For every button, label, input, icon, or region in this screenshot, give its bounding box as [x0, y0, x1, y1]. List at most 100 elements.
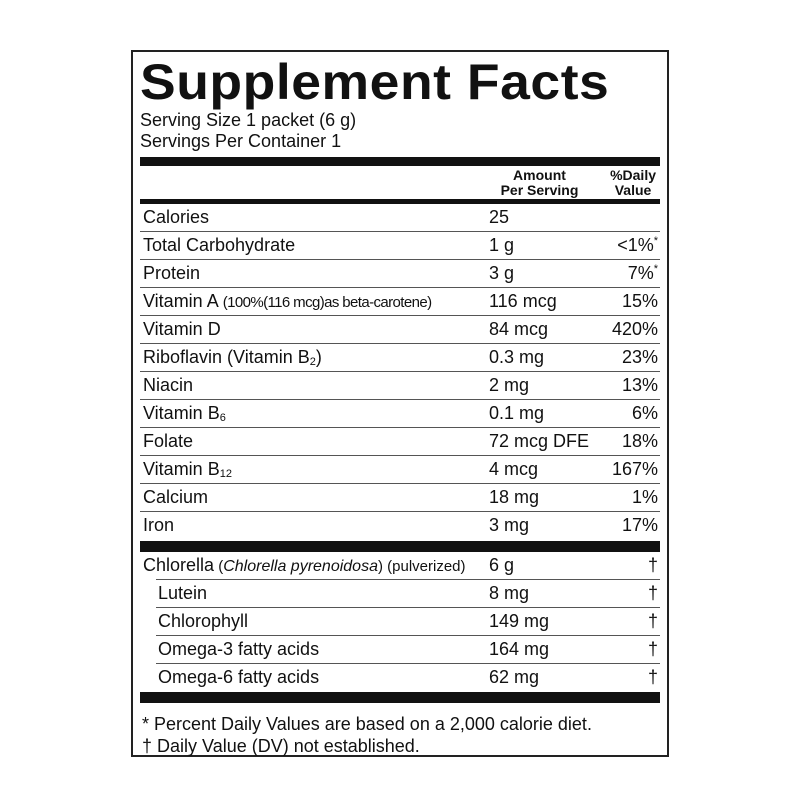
amount-per-serving: 3 mg [489, 515, 530, 535]
nutrient-name: Omega-3 fatty acids [158, 636, 319, 663]
table-row: Total Carbohydrate 1 g <1%* [140, 231, 660, 259]
daily-value: † [648, 664, 658, 691]
subscript: 12 [219, 468, 232, 480]
supplement-facts-panel: Supplement Facts Serving Size 1 packet (… [131, 50, 669, 757]
nutrient-name-text: Protein [143, 263, 201, 283]
daily-value: † [648, 608, 658, 635]
daily-value: 17% [622, 512, 658, 539]
table-row: Vitamin D 84 mcg 420% [140, 315, 660, 343]
nutrient-name-text: Chlorella [143, 555, 215, 575]
nutrient-name: Total Carbohydrate [143, 232, 295, 259]
amount-per-serving: 0.3 mg [489, 347, 545, 367]
nutrient-name: Vitamin B12 [143, 456, 232, 483]
amount-per-serving: 2 mg [489, 375, 530, 395]
nutrient-name-text: Vitamin B [143, 459, 220, 479]
nutrient-name-text: Vitamin B [143, 403, 220, 423]
footnote-dv-not-established: † Daily Value (DV) not established. [142, 736, 420, 756]
nutrient-name-text: Omega-3 fatty acids [158, 639, 320, 659]
nutrient-name: Chlorophyll [158, 608, 248, 635]
nutrient-name-text: Chlorophyll [158, 611, 249, 631]
subscript: 6 [219, 412, 226, 424]
table-row: Niacin 2 mg 13% [140, 371, 660, 399]
servings-per-container: Servings Per Container 1 [140, 131, 342, 151]
amount-per-serving: 4 mcg [489, 459, 539, 479]
nutrient-name-text: Lutein [158, 583, 208, 603]
nutrient-name: Chlorella (Chlorella pyrenoidosa) (pulve… [143, 552, 466, 580]
table-row: Calories 25 [140, 204, 660, 231]
nutrient-name-text: Riboflavin (Vitamin B [143, 347, 310, 367]
daily-value-text: 6% [631, 403, 658, 423]
daily-value-text: 167% [611, 459, 658, 479]
daily-value: † [648, 552, 658, 579]
nutrient-name: Protein [143, 260, 200, 287]
table-row: Omega-6 fatty acids 62 mg † [156, 663, 660, 691]
nutrient-name: Lutein [158, 580, 207, 607]
divider-thick [140, 157, 660, 166]
nutrient-name: Vitamin A (100%(116 mcg)as beta-carotene… [143, 288, 432, 316]
nutrient-paren: ( [214, 558, 224, 575]
daily-value-mark: * [653, 235, 658, 247]
divider-medium [140, 199, 660, 204]
table-row: Chlorophyll 149 mg † [156, 607, 660, 635]
other-ingredients-list: Chlorella (Chlorella pyrenoidosa) (pulve… [140, 552, 660, 691]
daily-value-text: 420% [611, 319, 658, 339]
nutrient-name-text: Calcium [143, 487, 209, 507]
daily-value: 420% [612, 316, 658, 343]
divider-thick [140, 692, 660, 703]
daily-value-text: † [647, 555, 658, 575]
nutrient-suffix: ) (pulverized) [377, 558, 466, 575]
amount-per-serving: 149 mg [489, 611, 550, 631]
nutrient-name: Omega-6 fatty acids [158, 664, 319, 691]
amount-per-serving: 18 mg [489, 487, 540, 507]
nutrient-name-text: Vitamin D [143, 319, 221, 339]
panel-title: Supplement Facts [140, 54, 610, 110]
daily-value-text: 18% [621, 431, 658, 451]
daily-value: 15% [622, 288, 658, 315]
nutrient-note: (100%(116 mcg)as beta-carotene) [222, 294, 432, 311]
daily-value-text: 7% [627, 263, 654, 283]
daily-value-text: 1% [631, 487, 658, 507]
table-row: Folate 72 mcg DFE 18% [140, 427, 660, 455]
amount-per-serving: 8 mg [489, 583, 530, 603]
table-row: Riboflavin (Vitamin B2) 0.3 mg 23% [140, 343, 660, 371]
daily-value: <1%* [617, 232, 658, 259]
daily-value: 167% [612, 456, 658, 483]
nutrient-name-text: Total Carbohydrate [143, 235, 296, 255]
daily-value: 18% [622, 428, 658, 455]
daily-value-text: <1% [617, 235, 654, 255]
table-row: Calcium 18 mg 1% [140, 483, 660, 511]
amount-per-serving: 25 [489, 207, 510, 227]
amount-per-serving: 6 g [489, 555, 515, 575]
amount-per-serving: 3 g [489, 263, 515, 283]
daily-value: 23% [622, 344, 658, 371]
footnote-percent-dv: * Percent Daily Values are based on a 2,… [142, 714, 592, 734]
serving-size: Serving Size 1 packet (6 g) [140, 110, 357, 130]
nutrient-name: Niacin [143, 372, 193, 399]
daily-value: 13% [622, 372, 658, 399]
nutrient-name: Riboflavin (Vitamin B2) [143, 344, 322, 371]
daily-value-text: † [647, 639, 658, 659]
nutrient-name-text: Folate [143, 431, 194, 451]
amount-per-serving: 1 g [489, 235, 515, 255]
daily-value: † [648, 636, 658, 663]
daily-value-text: 15% [621, 291, 658, 311]
daily-value-text: 23% [621, 347, 658, 367]
amount-per-serving-header: Amount Per Serving [500, 167, 579, 198]
nutrient-name-text: Calories [143, 207, 210, 227]
table-row: Lutein 8 mg † [156, 579, 660, 607]
footnotes: * Percent Daily Values are based on a 2,… [140, 713, 660, 757]
nutrient-suffix: ) [315, 347, 322, 367]
nutrient-name-text: Niacin [143, 375, 194, 395]
amount-per-serving: 164 mg [489, 639, 550, 659]
nutrient-name: Vitamin D [143, 316, 221, 343]
amount-per-serving: 84 mcg [489, 319, 549, 339]
divider-thick [140, 541, 660, 552]
nutrient-name: Calories [143, 204, 209, 231]
table-row: Vitamin B12 4 mcg 167% [140, 455, 660, 483]
amount-per-serving: 116 mcg [489, 291, 557, 311]
nutrient-name: Folate [143, 428, 193, 455]
nutrient-name-text: Iron [143, 515, 175, 535]
amount-per-serving: 72 mcg DFE [489, 431, 590, 451]
subscript: 2 [309, 356, 316, 368]
amount-per-serving: 0.1 mg [489, 403, 545, 423]
